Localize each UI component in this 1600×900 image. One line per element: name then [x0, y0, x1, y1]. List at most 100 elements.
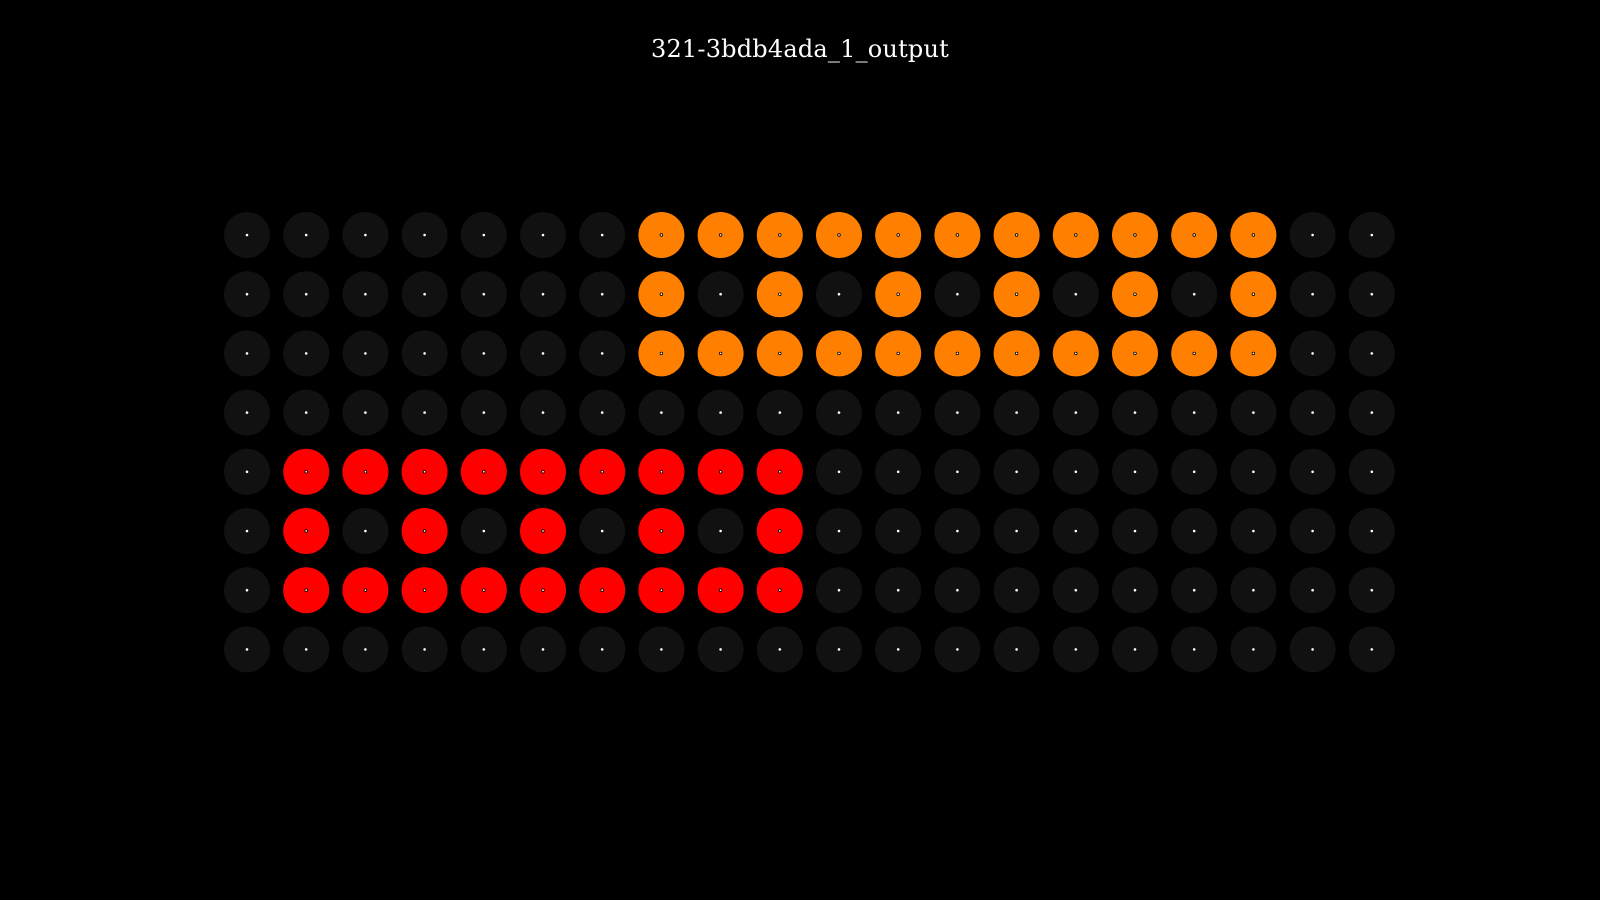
grid-cell-center-dot — [1192, 233, 1196, 237]
grid-cell-center-dot — [1133, 411, 1137, 414]
grid-cell-center-dot — [719, 411, 722, 414]
grid-cell-center-dot — [1311, 292, 1314, 296]
grid-cell-center-dot — [896, 588, 900, 592]
grid-cell-center-dot — [659, 470, 664, 474]
grid-cell-center-dot — [482, 648, 486, 651]
grid-cell-center-dot — [1133, 588, 1137, 592]
grid-cell-center-dot — [600, 233, 604, 237]
grid-cell-center-dot — [837, 470, 841, 474]
grid-cell-center-dot — [955, 233, 960, 237]
grid-cell-center-dot — [719, 648, 722, 651]
grid-cell-center-dot — [422, 588, 427, 592]
grid-cell-center-dot — [364, 352, 367, 355]
grid-cell-center-dot — [1370, 529, 1374, 533]
grid-cell-center-dot — [896, 292, 900, 296]
grid-cell-center-dot — [1370, 352, 1374, 355]
grid-cell-center-dot — [600, 529, 604, 533]
grid-cell-center-dot — [541, 292, 545, 296]
grid-cell-center-dot — [364, 648, 367, 651]
grid-cell-center-dot — [1311, 588, 1314, 592]
grid-cell-center-dot — [778, 411, 782, 414]
grid-cell-center-dot — [718, 351, 723, 356]
grid-cell-center-dot — [1133, 292, 1137, 296]
grid-cell-center-dot — [1074, 233, 1078, 237]
grid-cell-center-dot — [1251, 292, 1256, 296]
grid-cell-center-dot — [482, 529, 486, 533]
grid-cell-center-dot — [778, 292, 782, 296]
grid-cell-center-dot — [1311, 352, 1314, 355]
grid-cell-center-dot — [1133, 470, 1137, 474]
grid-cell-center-dot — [1251, 351, 1256, 356]
grid-cell-center-dot — [245, 233, 249, 237]
grid-cell-center-dot — [304, 648, 308, 651]
grid-cell-center-dot — [245, 470, 249, 474]
grid-cell-center-dot — [778, 529, 782, 533]
grid-cell-center-dot — [896, 233, 900, 237]
grid-cell-center-dot — [1311, 529, 1314, 533]
grid-cell-center-dot — [245, 352, 249, 355]
grid-cell-center-dot — [1252, 470, 1255, 474]
grid-cell-center-dot — [778, 588, 782, 592]
grid-cell-center-dot — [304, 352, 308, 355]
grid-cell-center-dot — [423, 648, 426, 651]
grid-cell-center-dot — [1015, 648, 1018, 651]
grid-cell-center-dot — [837, 292, 841, 296]
grid-cell-center-dot — [659, 588, 664, 592]
grid-cell-center-dot — [1370, 470, 1374, 474]
grid-cell-center-dot — [956, 529, 959, 533]
grid-cell-center-dot — [600, 411, 604, 414]
grid-cell-center-dot — [1015, 470, 1018, 474]
grid-cell-center-dot — [1192, 351, 1196, 356]
grid-cell-center-dot — [482, 233, 486, 237]
grid-cell-center-dot — [1074, 470, 1078, 474]
grid-cell-center-dot — [304, 529, 308, 533]
grid-cell-center-dot — [778, 648, 782, 651]
grid-cell-center-dot — [1015, 411, 1018, 414]
grid-cell-center-dot — [304, 470, 308, 474]
grid-cell-center-dot — [660, 648, 663, 651]
grid-cell-center-dot — [541, 648, 545, 651]
grid-cell-center-dot — [1015, 529, 1018, 533]
grid-cell-center-dot — [541, 588, 545, 592]
grid-cell-center-dot — [363, 470, 368, 474]
grid-cell-center-dot — [718, 588, 723, 592]
grid-cell-center-dot — [600, 470, 604, 474]
grid-cell-center-dot — [304, 411, 308, 414]
grid-cell-center-dot — [1192, 529, 1196, 533]
grid-cell-center-dot — [1311, 411, 1314, 414]
grid-cell-center-dot — [1370, 588, 1374, 592]
grid-cell-center-dot — [1311, 233, 1314, 237]
grid-cell-center-dot — [837, 411, 841, 414]
grid-cell-center-dot — [1252, 648, 1255, 651]
grid-cell-center-dot — [1014, 292, 1019, 296]
grid-cell-center-dot — [778, 351, 782, 356]
grid-cell-center-dot — [1133, 233, 1137, 237]
grid-cell-center-dot — [482, 352, 486, 355]
grid-cell-center-dot — [422, 529, 427, 533]
grid-cell-center-dot — [1252, 411, 1255, 414]
grid-cell-center-dot — [659, 233, 664, 237]
grid-cell-center-dot — [482, 411, 486, 414]
grid-cell-center-dot — [837, 529, 841, 533]
grid-cell-center-dot — [1252, 529, 1255, 533]
grid-cell-center-dot — [245, 588, 249, 592]
grid-cell-center-dot — [363, 588, 368, 592]
grid-cell-center-dot — [1192, 470, 1196, 474]
page-title: 321-3bdb4ada_1_output — [650, 35, 949, 63]
grid-cell-center-dot — [1014, 233, 1019, 237]
grid-cell-center-dot — [1015, 588, 1018, 592]
grid-cell-center-dot — [1074, 588, 1078, 592]
grid-cell-center-dot — [245, 648, 249, 651]
grid-cell-center-dot — [541, 233, 545, 237]
grid-cell-center-dot — [423, 292, 426, 296]
grid-cell-center-dot — [600, 352, 604, 355]
grid-cell-center-dot — [541, 411, 545, 414]
grid-cell-center-dot — [1370, 411, 1374, 414]
grid-cell-center-dot — [422, 470, 427, 474]
grid-cell-center-dot — [1370, 292, 1374, 296]
grid-cell-center-dot — [423, 233, 426, 237]
grid-cell-center-dot — [245, 411, 249, 414]
grid-cell-center-dot — [600, 292, 604, 296]
grid-cell-center-dot — [304, 588, 308, 592]
